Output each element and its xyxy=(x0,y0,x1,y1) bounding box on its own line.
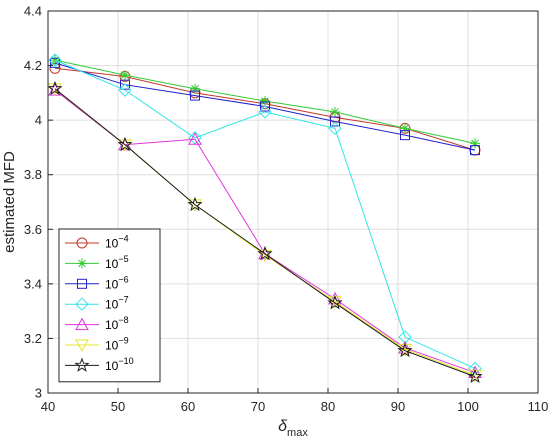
data-point xyxy=(468,361,482,376)
series-line xyxy=(54,88,476,378)
x-tick-label: 60 xyxy=(181,399,195,414)
legend-label: 10−4 xyxy=(105,234,129,251)
legend-entry: 10−10 xyxy=(65,356,134,373)
legend-label: 10−10 xyxy=(105,356,134,373)
y-tick-label: 4.4 xyxy=(24,4,42,19)
data-point xyxy=(258,105,272,119)
data-point xyxy=(327,295,343,310)
legend-label: 10−6 xyxy=(105,274,129,291)
x-tick-label: 90 xyxy=(391,399,405,414)
data-point xyxy=(400,123,410,134)
data-point xyxy=(120,79,130,90)
data-point xyxy=(470,138,480,149)
data-point xyxy=(120,70,130,81)
data-point xyxy=(328,121,342,136)
data-point xyxy=(260,96,270,107)
legend-entry: 10−6 xyxy=(65,274,129,291)
data-point xyxy=(118,83,132,97)
y-tick-label: 3.8 xyxy=(24,167,42,182)
data-point xyxy=(117,136,133,152)
y-tick-label: 3.2 xyxy=(24,331,42,346)
legend-entry: 10−7 xyxy=(65,295,129,312)
series-7 xyxy=(47,80,483,384)
data-point xyxy=(47,80,63,96)
data-point xyxy=(187,196,203,212)
data-point xyxy=(397,342,413,358)
y-axis-label: estimated MFD xyxy=(1,151,18,253)
legend-marker xyxy=(75,339,89,353)
legend-marker xyxy=(76,237,88,249)
data-point xyxy=(190,83,200,94)
data-point xyxy=(48,53,62,67)
legend-entry: 10−9 xyxy=(65,336,129,353)
data-point xyxy=(467,368,483,384)
x-tick-label: 50 xyxy=(111,399,125,414)
legend-label: 10−7 xyxy=(105,295,129,312)
legend-marker xyxy=(74,357,90,372)
legend-entry: 10−5 xyxy=(65,254,129,271)
data-point xyxy=(400,130,410,141)
tick-labels: 40 50 60 70 80 90 100 110 3 3.2 3.4 3.6 3.8 4 4.2 4.4 xyxy=(24,4,548,415)
y-tick-label: 4.2 xyxy=(24,58,42,73)
legend-label: 10−5 xyxy=(105,254,129,271)
x-tick-label: 70 xyxy=(251,399,265,414)
legend: 10−4 10−5 10−6 10−7 10−8 10−9 10−10 xyxy=(58,228,161,383)
y-tick-label: 3 xyxy=(35,386,42,401)
data-point xyxy=(188,132,202,145)
legend-label: 10−8 xyxy=(105,315,129,332)
legend-marker xyxy=(75,317,89,331)
x-axis-label: δmax xyxy=(278,418,308,439)
series-layer xyxy=(47,53,483,384)
data-point xyxy=(50,57,60,68)
legend-marker xyxy=(77,258,87,269)
legend-entry: 10−4 xyxy=(65,234,129,251)
legend-label: 10−9 xyxy=(105,336,129,353)
x-tick-label: 40 xyxy=(41,399,55,414)
data-point xyxy=(330,116,340,127)
data-point xyxy=(328,291,342,305)
data-point xyxy=(468,365,482,379)
data-point xyxy=(257,245,273,261)
plot-frame xyxy=(47,10,539,394)
series-line xyxy=(54,59,476,369)
y-tick-label: 3.4 xyxy=(24,276,42,291)
y-tick-label: 4 xyxy=(35,113,42,128)
x-tick-label: 80 xyxy=(321,399,335,414)
x-tick-label: 110 xyxy=(528,399,549,414)
legend-marker xyxy=(75,297,89,311)
x-tick-label: 100 xyxy=(457,399,479,414)
data-point xyxy=(330,106,340,117)
data-point xyxy=(190,90,200,101)
legend-marker xyxy=(77,278,87,289)
y-tick-label: 3.6 xyxy=(24,222,42,237)
data-point xyxy=(470,145,480,156)
data-point xyxy=(260,101,270,112)
legend-box xyxy=(58,228,161,383)
legend-entry: 10−8 xyxy=(65,315,129,332)
